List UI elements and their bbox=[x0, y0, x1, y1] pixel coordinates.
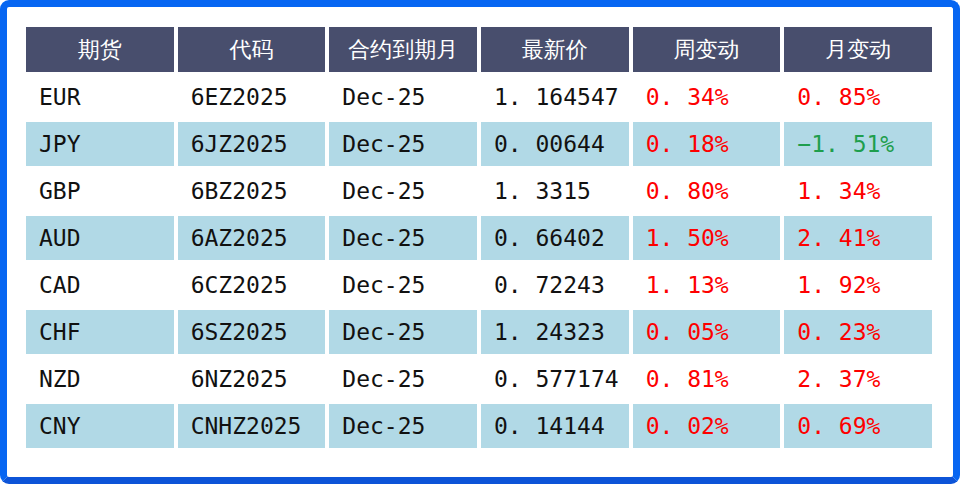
last-price-cell: 1. 3315 bbox=[481, 169, 629, 213]
code-cell: 6EZ2025 bbox=[178, 75, 326, 119]
last-price-cell: 1. 24323 bbox=[481, 310, 629, 354]
futures-table-card: 期货 代码 合约到期月 最新价 周变动 月变动 EUR 6EZ2025 Dec-… bbox=[0, 0, 960, 484]
table-row-cny: CNY CNHZ2025 Dec-25 0. 14144 0. 02% 0. 6… bbox=[26, 404, 932, 448]
table-row-chf: CHF 6SZ2025 Dec-25 1. 24323 0. 05% 0. 23… bbox=[26, 310, 932, 354]
week-change-cell: 0. 02% bbox=[633, 404, 781, 448]
week-change-cell: 0. 05% bbox=[633, 310, 781, 354]
week-change-cell: 1. 13% bbox=[633, 263, 781, 307]
week-change-value: 0. 05% bbox=[646, 319, 729, 345]
table-row-nzd: NZD 6NZ2025 Dec-25 0. 577174 0. 81% 2. 3… bbox=[26, 357, 932, 401]
futures-cell: CHF bbox=[26, 310, 174, 354]
code-cell: 6JZ2025 bbox=[178, 122, 326, 166]
week-change-cell: 0. 18% bbox=[633, 122, 781, 166]
futures-cell: NZD bbox=[26, 357, 174, 401]
month-change-cell: 0. 69% bbox=[784, 404, 932, 448]
month-change-cell: 0. 23% bbox=[784, 310, 932, 354]
last-price-cell: 0. 72243 bbox=[481, 263, 629, 307]
col-header-futures: 期货 bbox=[26, 27, 174, 72]
week-change-value: 0. 02% bbox=[646, 413, 729, 439]
month-change-value: −1. 51% bbox=[797, 131, 894, 157]
table-row-aud: AUD 6AZ2025 Dec-25 0. 66402 1. 50% 2. 41… bbox=[26, 216, 932, 260]
week-change-cell: 0. 81% bbox=[633, 357, 781, 401]
expiry-cell: Dec-25 bbox=[329, 169, 477, 213]
last-price-cell: 0. 00644 bbox=[481, 122, 629, 166]
week-change-value: 1. 50% bbox=[646, 225, 729, 251]
month-change-cell: 1. 34% bbox=[784, 169, 932, 213]
col-header-month-change: 月变动 bbox=[784, 27, 932, 72]
expiry-cell: Dec-25 bbox=[329, 216, 477, 260]
header-row: 期货 代码 合约到期月 最新价 周变动 月变动 bbox=[26, 27, 932, 72]
last-price-cell: 1. 164547 bbox=[481, 75, 629, 119]
month-change-value: 1. 34% bbox=[797, 178, 880, 204]
last-price-cell: 0. 14144 bbox=[481, 404, 629, 448]
code-cell: CNHZ2025 bbox=[178, 404, 326, 448]
month-change-cell: 2. 41% bbox=[784, 216, 932, 260]
table-body: EUR 6EZ2025 Dec-25 1. 164547 0. 34% 0. 8… bbox=[26, 75, 932, 448]
code-cell: 6BZ2025 bbox=[178, 169, 326, 213]
code-cell: 6AZ2025 bbox=[178, 216, 326, 260]
table-header: 期货 代码 合约到期月 最新价 周变动 月变动 bbox=[26, 27, 932, 72]
month-change-value: 0. 23% bbox=[797, 319, 880, 345]
table-row-cad: CAD 6CZ2025 Dec-25 0. 72243 1. 13% 1. 92… bbox=[26, 263, 932, 307]
futures-cell: CNY bbox=[26, 404, 174, 448]
week-change-value: 0. 18% bbox=[646, 131, 729, 157]
futures-cell: CAD bbox=[26, 263, 174, 307]
month-change-value: 0. 85% bbox=[797, 84, 880, 110]
week-change-cell: 0. 80% bbox=[633, 169, 781, 213]
month-change-value: 2. 41% bbox=[797, 225, 880, 251]
currency-futures-table: 期货 代码 合约到期月 最新价 周变动 月变动 EUR 6EZ2025 Dec-… bbox=[22, 24, 936, 451]
week-change-value: 0. 80% bbox=[646, 178, 729, 204]
futures-cell: AUD bbox=[26, 216, 174, 260]
table-row-gbp: GBP 6BZ2025 Dec-25 1. 3315 0. 80% 1. 34% bbox=[26, 169, 932, 213]
expiry-cell: Dec-25 bbox=[329, 357, 477, 401]
expiry-cell: Dec-25 bbox=[329, 75, 477, 119]
col-header-last-price: 最新价 bbox=[481, 27, 629, 72]
month-change-cell: 2. 37% bbox=[784, 357, 932, 401]
month-change-cell: 1. 92% bbox=[784, 263, 932, 307]
col-header-expiry-month: 合约到期月 bbox=[329, 27, 477, 72]
week-change-cell: 0. 34% bbox=[633, 75, 781, 119]
month-change-value: 1. 92% bbox=[797, 272, 880, 298]
last-price-cell: 0. 66402 bbox=[481, 216, 629, 260]
col-header-code: 代码 bbox=[178, 27, 326, 72]
expiry-cell: Dec-25 bbox=[329, 310, 477, 354]
expiry-cell: Dec-25 bbox=[329, 122, 477, 166]
month-change-cell: −1. 51% bbox=[784, 122, 932, 166]
month-change-value: 2. 37% bbox=[797, 366, 880, 392]
code-cell: 6CZ2025 bbox=[178, 263, 326, 307]
expiry-cell: Dec-25 bbox=[329, 263, 477, 307]
last-price-cell: 0. 577174 bbox=[481, 357, 629, 401]
table-row-eur: EUR 6EZ2025 Dec-25 1. 164547 0. 34% 0. 8… bbox=[26, 75, 932, 119]
code-cell: 6NZ2025 bbox=[178, 357, 326, 401]
futures-cell: GBP bbox=[26, 169, 174, 213]
week-change-cell: 1. 50% bbox=[633, 216, 781, 260]
expiry-cell: Dec-25 bbox=[329, 404, 477, 448]
col-header-week-change: 周变动 bbox=[633, 27, 781, 72]
futures-cell: JPY bbox=[26, 122, 174, 166]
week-change-value: 0. 81% bbox=[646, 366, 729, 392]
month-change-cell: 0. 85% bbox=[784, 75, 932, 119]
table-row-jpy: JPY 6JZ2025 Dec-25 0. 00644 0. 18% −1. 5… bbox=[26, 122, 932, 166]
futures-cell: EUR bbox=[26, 75, 174, 119]
week-change-value: 1. 13% bbox=[646, 272, 729, 298]
week-change-value: 0. 34% bbox=[646, 84, 729, 110]
code-cell: 6SZ2025 bbox=[178, 310, 326, 354]
month-change-value: 0. 69% bbox=[797, 413, 880, 439]
